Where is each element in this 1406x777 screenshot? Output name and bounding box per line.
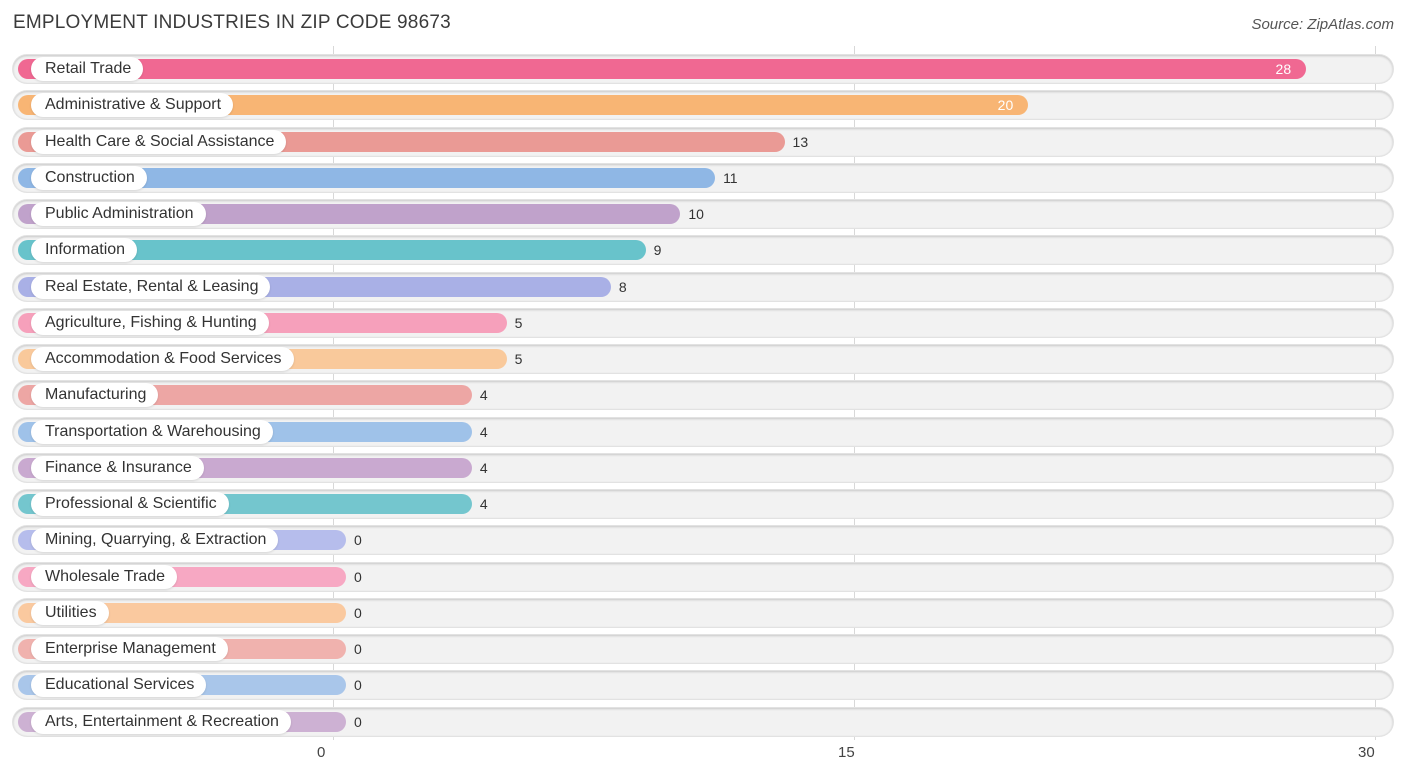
- bar-value-label: 4: [479, 496, 488, 512]
- bar-value-label: 0: [354, 713, 362, 730]
- bar: [18, 167, 716, 188]
- bar-category-label: Information: [31, 238, 138, 263]
- bar-category-label: Retail Trade: [31, 57, 144, 81]
- bar-category-label: Administrative & Support: [31, 93, 234, 118]
- x-tick-label: 30: [1358, 744, 1375, 761]
- bar-value-label: 11: [723, 169, 738, 186]
- bar-value-label: 13: [792, 133, 809, 150]
- bar-category-label: Manufacturing: [31, 383, 159, 408]
- chart-title: EMPLOYMENT INDUSTRIES IN ZIP CODE 98673: [13, 12, 451, 33]
- bar-category-label: Arts, Entertainment & Recreation: [31, 709, 291, 734]
- bar-value-label: 28: [1275, 61, 1292, 77]
- bar-category-label: Educational Services: [31, 673, 207, 698]
- bar-category-label: Health Care & Social Assistance: [31, 129, 287, 154]
- bar-value-label: 0: [354, 532, 362, 549]
- bar-value-label: 9: [653, 242, 662, 259]
- bar-category-label: Construction: [31, 165, 147, 190]
- bar-value-label: 0: [354, 641, 362, 657]
- bar-value-label: 4: [479, 387, 488, 404]
- bar-category-label: Accommodation & Food Services: [31, 347, 294, 371]
- bar-value-label: 0: [354, 568, 362, 585]
- bar: [18, 240, 646, 261]
- bar-category-label: Real Estate, Rental & Leasing: [31, 274, 271, 299]
- bar-category-label: Enterprise Management: [31, 637, 228, 661]
- x-tick-label: 15: [838, 744, 855, 761]
- bar: [18, 95, 1028, 116]
- bar-category-label: Public Administration: [31, 202, 206, 226]
- bar-value-label: 4: [479, 423, 488, 440]
- bar-category-label: Transportation & Warehousing: [31, 419, 273, 444]
- bar-category-label: Utilities: [31, 600, 109, 625]
- bar-value-label: 0: [354, 604, 362, 621]
- bar-value-label: 4: [479, 459, 488, 476]
- x-tick-label: 0: [317, 744, 326, 761]
- bar: [18, 59, 1306, 79]
- source-credit: Source: ZipAtlas.com: [1251, 16, 1394, 33]
- bar-category-label: Finance & Insurance: [31, 455, 204, 480]
- bar-value-label: 10: [688, 206, 704, 222]
- bar-value-label: 20: [997, 97, 1014, 114]
- bar-category-label: Agriculture, Fishing & Hunting: [31, 310, 269, 335]
- bar-category-label: Wholesale Trade: [31, 564, 178, 589]
- bar-value-label: 5: [514, 314, 523, 331]
- bar-value-label: 0: [354, 677, 362, 694]
- bar-category-label: Professional & Scientific: [31, 492, 229, 516]
- bar-value-label: 5: [514, 351, 523, 367]
- bar-category-label: Mining, Quarrying, & Extraction: [31, 528, 279, 553]
- bar-value-label: 8: [618, 278, 627, 295]
